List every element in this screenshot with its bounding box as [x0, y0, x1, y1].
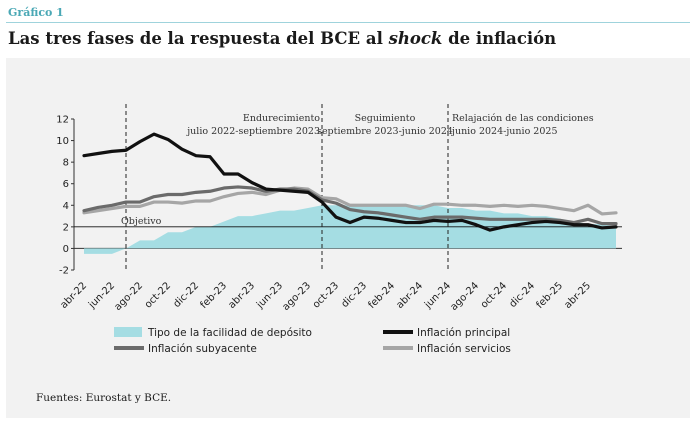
- y-tick-label: 6: [63, 179, 69, 190]
- y-tick-label: 8: [63, 158, 69, 169]
- title-part-2: de inflación: [442, 29, 557, 48]
- y-tick-label: 0: [63, 244, 69, 255]
- phase-label-3: Relajación de las condiciones: [452, 113, 594, 124]
- legend-services-label: Inflación servicios: [417, 343, 511, 355]
- target-label: Objetivo: [121, 216, 162, 227]
- phase-label-2: Seguimiento: [355, 113, 416, 124]
- phase-label-1: Endurecimiento: [243, 113, 320, 124]
- x-tick-label: abr-23: [227, 280, 258, 311]
- x-tick-label: ago-22: [113, 280, 146, 313]
- series-area-deposit-rate: [84, 205, 616, 254]
- title-part-italic: shock: [388, 29, 443, 48]
- legend-deposit-rate-swatch: [114, 327, 142, 337]
- series-line-headline: [82, 132, 618, 232]
- legend-headline-label: Inflación principal: [417, 327, 510, 339]
- phase-label-3-dates: junio 2024-junio 2025: [451, 126, 557, 137]
- x-tick-label: jun-23: [254, 280, 285, 311]
- figure-label: Gráfico 1: [8, 6, 64, 19]
- x-tick-label: feb-25: [534, 280, 565, 311]
- x-tick-label: oct-23: [311, 280, 341, 310]
- x-tick-label: jun-24: [422, 280, 453, 311]
- x-tick-label: ago-23: [281, 280, 314, 313]
- series-line-services: [82, 186, 618, 216]
- x-tick-label: feb-23: [198, 280, 229, 311]
- x-tick-label: abr-25: [563, 280, 594, 311]
- y-tick-label: 4: [63, 201, 69, 212]
- x-tick-label: dic-22: [171, 280, 201, 310]
- title-part-1: Las tres fases de la respuesta del BCE a…: [8, 29, 389, 48]
- y-tick-label: 2: [63, 222, 69, 233]
- series-line-core: [82, 185, 618, 226]
- x-tick-label: oct-24: [479, 280, 509, 310]
- x-tick-label: dic-23: [339, 280, 369, 310]
- legend-deposit-rate-label: Tipo de la facilidad de depósito: [147, 327, 312, 339]
- x-tick-label: oct-22: [143, 280, 173, 310]
- source-note: Fuentes: Eurostat y BCE.: [36, 392, 172, 404]
- x-tick-label: abr-24: [395, 280, 426, 311]
- phase-label-1-dates: julio 2022-septiembre 2023: [186, 126, 320, 137]
- y-tick-label: 10: [56, 136, 69, 147]
- chart-title: Las tres fases de la respuesta del BCE a…: [8, 29, 556, 48]
- x-tick-label: abr-22: [59, 280, 90, 311]
- y-tick-label: -2: [59, 266, 69, 277]
- y-tick-label: 12: [56, 115, 69, 126]
- x-tick-label: dic-24: [507, 280, 537, 310]
- x-tick-label: jun-22: [86, 280, 117, 311]
- x-tick-label: feb-24: [366, 280, 397, 311]
- header-divider: [6, 22, 690, 23]
- x-tick-label: ago-24: [449, 280, 482, 313]
- legend-core-label: Inflación subyacente: [148, 343, 257, 355]
- phase-label-2-dates: septiembre 2023-junio 2024: [317, 126, 453, 137]
